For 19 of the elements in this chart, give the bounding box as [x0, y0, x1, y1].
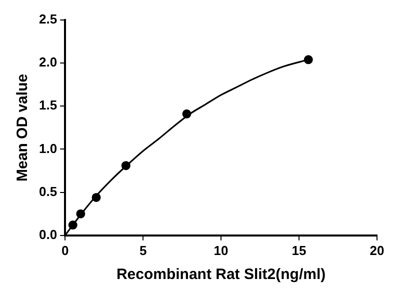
x-axis-title: Recombinant Rat Slit2(ng/ml): [116, 266, 326, 284]
point: [182, 109, 192, 118]
point: [76, 209, 86, 218]
x-tick-label: 15: [292, 242, 306, 258]
point: [304, 55, 313, 64]
y-axis-title: Mean OD value: [14, 74, 32, 182]
x-tick-label: 20: [370, 242, 384, 258]
x-tick-label: 5: [139, 242, 147, 258]
point: [68, 220, 78, 230]
point: [92, 192, 101, 202]
y-tick-label: 1.5: [38, 98, 58, 113]
x-tick-label: 10: [214, 242, 228, 258]
y-tick-label: 2.5: [38, 12, 58, 27]
y-tick-label: 0.0: [38, 226, 58, 242]
point: [121, 161, 130, 170]
y-tick-label: 0.5: [38, 184, 58, 199]
y-tick-label: 1.0: [38, 140, 58, 156]
y-tick-label: 2.0: [38, 54, 58, 70]
x-tick-label: 0: [61, 242, 69, 258]
